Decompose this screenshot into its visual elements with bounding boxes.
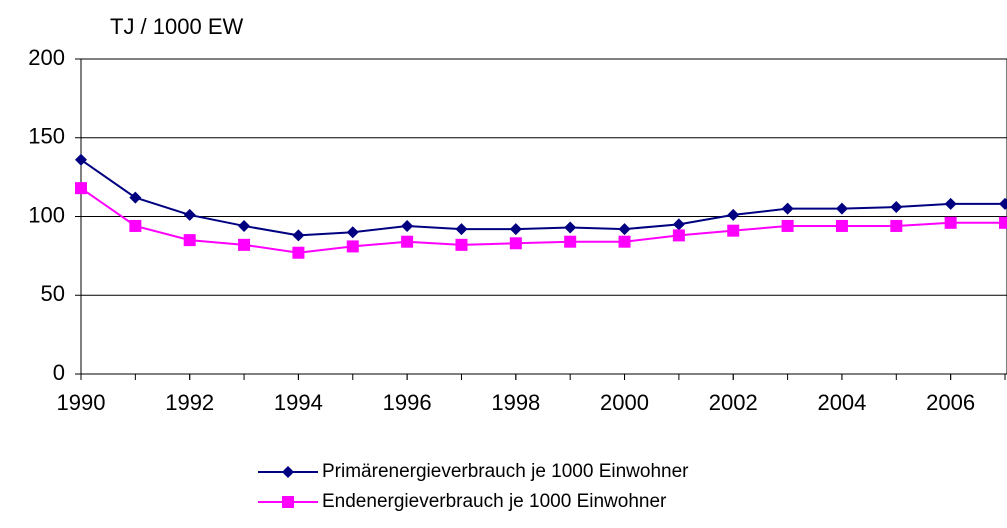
marker xyxy=(238,219,251,232)
marker xyxy=(183,208,196,221)
legend-label: Primärenergieverbrauch je 1000 Einwohner xyxy=(322,461,689,482)
marker xyxy=(564,221,577,234)
series-line xyxy=(80,187,1005,254)
marker xyxy=(727,224,740,237)
marker xyxy=(509,237,522,250)
marker xyxy=(890,219,903,232)
x-tick-label: 2006 xyxy=(926,390,975,415)
marker xyxy=(75,153,87,166)
marker xyxy=(455,238,468,251)
marker xyxy=(346,226,359,239)
y-tick-label: 100 xyxy=(28,202,65,227)
legend-label: Endenergieverbrauch je 1000 Einwohner xyxy=(322,491,667,512)
legend-marker xyxy=(282,466,294,478)
marker xyxy=(75,182,87,195)
marker xyxy=(672,229,685,242)
y-tick-label: 150 xyxy=(28,124,65,149)
marker xyxy=(890,201,903,214)
marker xyxy=(618,223,631,236)
x-tick-label: 1992 xyxy=(165,390,214,415)
marker xyxy=(238,238,251,251)
marker xyxy=(835,219,848,232)
x-tick-label: 1990 xyxy=(57,390,106,415)
marker xyxy=(129,219,142,232)
marker xyxy=(835,202,848,215)
x-tick-label: 1996 xyxy=(383,390,432,415)
marker xyxy=(944,216,957,229)
marker xyxy=(999,197,1007,210)
marker xyxy=(672,218,685,231)
y-tick-label: 200 xyxy=(28,45,65,70)
x-tick-label: 1994 xyxy=(274,390,323,415)
marker xyxy=(183,234,196,247)
marker xyxy=(292,229,305,242)
y-axis-label: TJ / 1000 EW xyxy=(110,14,244,39)
y-tick-label: 50 xyxy=(41,281,65,306)
marker xyxy=(346,240,359,253)
marker xyxy=(618,235,631,248)
marker xyxy=(564,235,577,248)
marker xyxy=(401,235,414,248)
x-tick-label: 2000 xyxy=(600,390,649,415)
marker xyxy=(727,208,740,221)
marker xyxy=(129,191,142,204)
x-tick-label: 1998 xyxy=(491,390,540,415)
marker xyxy=(781,202,794,215)
marker xyxy=(401,219,414,232)
marker xyxy=(944,197,957,210)
legend-marker xyxy=(282,496,294,508)
x-tick-label: 2002 xyxy=(709,390,758,415)
marker xyxy=(292,246,305,259)
series-line xyxy=(80,158,1005,237)
marker xyxy=(999,216,1007,229)
x-tick-label: 2004 xyxy=(817,390,866,415)
y-tick-label: 0 xyxy=(53,360,65,385)
marker xyxy=(509,223,522,236)
marker xyxy=(455,223,468,236)
marker xyxy=(781,219,794,232)
